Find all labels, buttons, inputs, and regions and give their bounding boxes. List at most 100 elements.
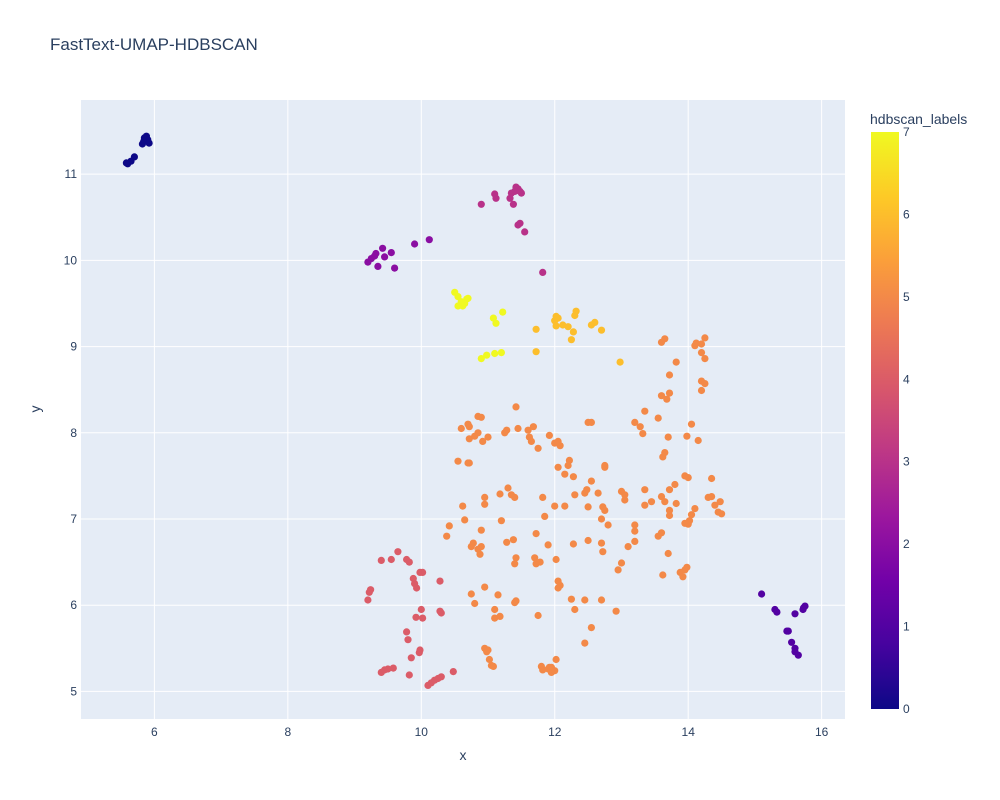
scatter-point[interactable] xyxy=(372,249,380,258)
scatter-point[interactable] xyxy=(687,511,696,519)
scatter-point[interactable] xyxy=(509,200,517,208)
scatter-point[interactable] xyxy=(489,662,497,671)
scatter-point[interactable] xyxy=(443,532,451,540)
scatter-point[interactable] xyxy=(597,326,606,334)
scatter-point[interactable] xyxy=(708,474,716,483)
scatter-point[interactable] xyxy=(701,355,709,363)
scatter-point[interactable] xyxy=(417,605,425,614)
scatter-point[interactable] xyxy=(591,318,599,326)
scatter-point[interactable] xyxy=(624,543,632,551)
scatter-point[interactable] xyxy=(511,560,519,568)
scatter-point[interactable] xyxy=(784,627,792,635)
scatter-point[interactable] xyxy=(708,493,716,501)
scatter-point[interactable] xyxy=(374,262,382,270)
scatter-point[interactable] xyxy=(684,474,692,482)
scatter-point[interactable] xyxy=(403,628,411,636)
scatter-point[interactable] xyxy=(647,498,656,506)
scatter-point[interactable] xyxy=(534,444,542,452)
scatter-point[interactable] xyxy=(661,498,669,506)
scatter-point[interactable] xyxy=(616,358,624,366)
scatter-point[interactable] xyxy=(497,349,505,357)
scatter-point[interactable] xyxy=(514,424,522,433)
scatter-point[interactable] xyxy=(597,596,606,604)
scatter-point[interactable] xyxy=(561,502,569,510)
scatter-point[interactable] xyxy=(464,294,472,302)
scatter-point[interactable] xyxy=(449,668,457,676)
scatter-point[interactable] xyxy=(381,253,389,261)
scatter-point[interactable] xyxy=(552,555,560,564)
scatter-point[interactable] xyxy=(631,521,639,529)
scatter-point[interactable] xyxy=(509,536,517,544)
scatter-point[interactable] xyxy=(597,515,606,523)
scatter-point[interactable] xyxy=(494,591,502,599)
scatter-point[interactable] xyxy=(671,480,679,489)
scatter-point[interactable] xyxy=(145,139,153,147)
scatter-point[interactable] xyxy=(512,597,520,605)
scatter-point[interactable] xyxy=(389,664,397,672)
scatter-point[interactable] xyxy=(484,646,492,654)
scatter-point[interactable] xyxy=(614,566,622,574)
scatter-point[interactable] xyxy=(657,392,666,400)
plot-area[interactable] xyxy=(81,100,845,719)
scatter-point[interactable] xyxy=(672,499,680,508)
scatter-point[interactable] xyxy=(481,583,489,591)
scatter-point[interactable] xyxy=(641,486,649,494)
scatter-point[interactable] xyxy=(657,493,666,501)
scatter-point[interactable] xyxy=(461,516,469,524)
scatter-point[interactable] xyxy=(683,563,691,571)
scatter-point[interactable] xyxy=(496,612,504,621)
scatter-point[interactable] xyxy=(477,355,485,363)
scatter-point[interactable] xyxy=(391,264,399,272)
scatter-point[interactable] xyxy=(791,610,799,618)
scatter-point[interactable] xyxy=(532,348,540,356)
scatter-point[interactable] xyxy=(564,323,572,331)
scatter-point[interactable] xyxy=(599,548,607,556)
scatter-point[interactable] xyxy=(665,511,674,520)
scatter-point[interactable] xyxy=(664,433,672,441)
scatter-point[interactable] xyxy=(657,529,666,537)
scatter-point[interactable] xyxy=(631,527,639,535)
scatter-point[interactable] xyxy=(587,477,596,485)
scatter-point[interactable] xyxy=(636,423,644,431)
scatter-point[interactable] xyxy=(716,498,724,506)
scatter-point[interactable] xyxy=(661,335,669,343)
scatter-point[interactable] xyxy=(569,328,578,336)
scatter-point[interactable] xyxy=(497,517,505,525)
scatter-point[interactable] xyxy=(567,336,576,344)
scatter-point[interactable] xyxy=(521,228,529,236)
scatter-point[interactable] xyxy=(539,493,547,501)
scatter-point[interactable] xyxy=(601,506,609,514)
scatter-point[interactable] xyxy=(672,358,680,366)
scatter-point[interactable] xyxy=(571,605,579,614)
scatter-point[interactable] xyxy=(469,539,477,547)
scatter-point[interactable] xyxy=(476,550,484,558)
scatter-point[interactable] xyxy=(536,558,544,566)
scatter-point[interactable] xyxy=(465,435,473,443)
scatter-point[interactable] xyxy=(664,549,672,558)
scatter-point[interactable] xyxy=(612,607,620,615)
scatter-point[interactable] xyxy=(604,521,612,529)
scatter-point[interactable] xyxy=(491,349,499,358)
scatter-point[interactable] xyxy=(685,517,694,525)
scatter-point[interactable] xyxy=(465,423,473,431)
scatter-point[interactable] xyxy=(130,153,138,161)
scatter-point[interactable] xyxy=(404,636,412,644)
scatter-point[interactable] xyxy=(437,673,445,681)
scatter-point[interactable] xyxy=(665,486,674,494)
scatter-point[interactable] xyxy=(479,437,487,445)
scatter-point[interactable] xyxy=(597,539,606,547)
scatter-point[interactable] xyxy=(554,463,562,471)
scatter-point[interactable] xyxy=(564,461,572,470)
scatter-point[interactable] xyxy=(461,299,469,308)
scatter-point[interactable] xyxy=(532,530,540,538)
scatter-point[interactable] xyxy=(571,491,579,499)
scatter-point[interactable] xyxy=(583,486,591,494)
scatter-point[interactable] xyxy=(641,407,649,415)
scatter-point[interactable] xyxy=(477,200,485,208)
scatter-point[interactable] xyxy=(512,403,520,411)
scatter-point[interactable] xyxy=(554,314,562,322)
scatter-point[interactable] xyxy=(459,502,467,510)
scatter-point[interactable] xyxy=(529,423,538,431)
scatter-point[interactable] xyxy=(631,418,639,426)
scatter-point[interactable] xyxy=(758,590,766,598)
